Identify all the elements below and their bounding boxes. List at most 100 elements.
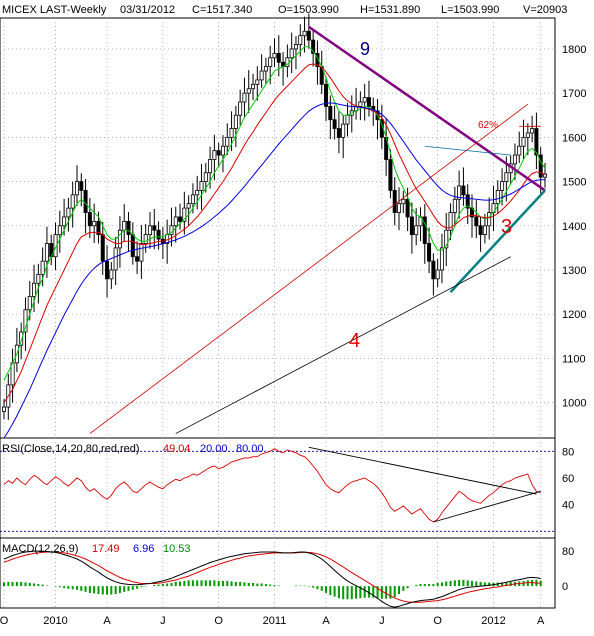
candle-body bbox=[199, 181, 204, 191]
macd-value: 17.49 bbox=[92, 543, 120, 555]
macd-signal-line bbox=[3, 551, 541, 603]
candle-body bbox=[328, 106, 333, 121]
candle-body bbox=[203, 172, 208, 182]
rsi-line bbox=[3, 448, 541, 523]
candle-body bbox=[178, 216, 183, 222]
candle-body bbox=[220, 145, 225, 156]
candle-body bbox=[100, 234, 105, 262]
x-tick: J bbox=[379, 615, 385, 627]
price-y-tick: 1700 bbox=[562, 88, 586, 100]
candle-body bbox=[105, 260, 110, 280]
candle-body bbox=[23, 309, 28, 333]
macd-label: MACD(12,26,9) bbox=[2, 543, 78, 555]
x-tick: A bbox=[537, 615, 545, 627]
candle-body bbox=[96, 220, 101, 236]
rsi-value: 49.04 bbox=[163, 443, 191, 455]
candle-body bbox=[225, 136, 230, 147]
candle-body bbox=[83, 190, 88, 213]
candle-body bbox=[246, 88, 251, 94]
header-volume: V=20903 bbox=[523, 4, 567, 16]
wave-3-label: 3 bbox=[501, 216, 512, 238]
macd-line bbox=[3, 550, 541, 608]
wave4-red-trendline bbox=[89, 103, 529, 434]
candle-body bbox=[358, 101, 363, 107]
rsi-trendline-lower bbox=[433, 490, 541, 523]
candle-body bbox=[156, 229, 161, 240]
candle-body bbox=[2, 406, 7, 412]
price-y-tick: 1500 bbox=[562, 177, 586, 189]
rsi-trendline-upper bbox=[308, 446, 537, 495]
candle-body bbox=[255, 79, 260, 85]
candle-body bbox=[195, 190, 200, 196]
candle-body bbox=[92, 220, 97, 227]
macd-signal-value: 6.96 bbox=[133, 543, 154, 555]
x-tick: O bbox=[214, 615, 223, 627]
candle-body bbox=[263, 66, 268, 72]
candle-body bbox=[538, 154, 543, 178]
candle-body bbox=[268, 57, 273, 68]
rsi-panel bbox=[0, 437, 556, 539]
ma-slow-line bbox=[3, 102, 545, 439]
price-y-tick: 1100 bbox=[562, 353, 586, 365]
macd-panel bbox=[0, 537, 556, 609]
candle-body bbox=[147, 225, 152, 236]
candle-body bbox=[341, 123, 346, 138]
candle-body bbox=[122, 220, 127, 231]
candle-body bbox=[143, 234, 148, 244]
candle-body bbox=[40, 260, 45, 275]
candle-body bbox=[32, 282, 37, 297]
candle-body bbox=[439, 247, 444, 271]
wave3-trendline bbox=[449, 189, 546, 293]
header-symbol: MICEX LAST-Weekly bbox=[2, 4, 107, 16]
candle-body bbox=[251, 83, 256, 90]
wave9-trendline bbox=[308, 25, 546, 192]
candle-body bbox=[135, 256, 140, 262]
candle-body bbox=[397, 203, 402, 213]
candle-body bbox=[444, 229, 449, 249]
x-tick: J bbox=[160, 615, 166, 627]
axis-layer: 1000 1100 1200 1300 1400 1500 1600 1700 1800 O 201… bbox=[0, 44, 586, 627]
candle-body bbox=[182, 207, 187, 222]
rsi-lower: 20.00 bbox=[200, 443, 228, 455]
candle-body bbox=[435, 269, 440, 280]
header-low: L=1503.990 bbox=[441, 4, 499, 16]
blue-channel-line bbox=[424, 145, 511, 156]
candle-body bbox=[74, 181, 79, 196]
candle-body bbox=[109, 269, 114, 280]
candle-body bbox=[259, 70, 264, 81]
candle-body bbox=[272, 52, 277, 59]
candle-body bbox=[530, 128, 535, 134]
price-y-tick: 1300 bbox=[562, 265, 586, 277]
candle-body bbox=[117, 229, 122, 249]
candle-body bbox=[293, 44, 298, 50]
candle-body bbox=[345, 114, 350, 125]
macd-hist-value: 10.53 bbox=[163, 543, 191, 555]
header-high: H=1531.890 bbox=[360, 4, 420, 16]
candle-body bbox=[70, 194, 75, 209]
rsi-y-tick: 40 bbox=[562, 500, 574, 512]
candle-body bbox=[332, 119, 337, 129]
x-tick: 2011 bbox=[263, 615, 287, 627]
candle-body bbox=[362, 97, 367, 103]
candle-body bbox=[130, 234, 135, 258]
price-y-tick: 1400 bbox=[562, 221, 586, 233]
candle-body bbox=[62, 216, 67, 227]
candle-body bbox=[173, 216, 178, 227]
candle-body bbox=[427, 243, 432, 262]
candle-body bbox=[401, 198, 406, 205]
candle-body bbox=[512, 154, 517, 165]
candle-body bbox=[457, 185, 462, 200]
candle-body bbox=[139, 243, 144, 262]
candle-body bbox=[302, 30, 307, 37]
candle-body bbox=[44, 243, 49, 262]
candle-body bbox=[190, 194, 195, 205]
macd-y-tick: 80 bbox=[562, 546, 574, 558]
candle-body bbox=[276, 52, 281, 63]
candle-body bbox=[242, 92, 247, 103]
candle-body bbox=[465, 194, 470, 209]
price-y-tick: 1000 bbox=[562, 398, 586, 410]
header-date: 03/31/2012 bbox=[120, 4, 175, 16]
x-tick: 2012 bbox=[481, 615, 505, 627]
x-tick: A bbox=[103, 615, 111, 627]
